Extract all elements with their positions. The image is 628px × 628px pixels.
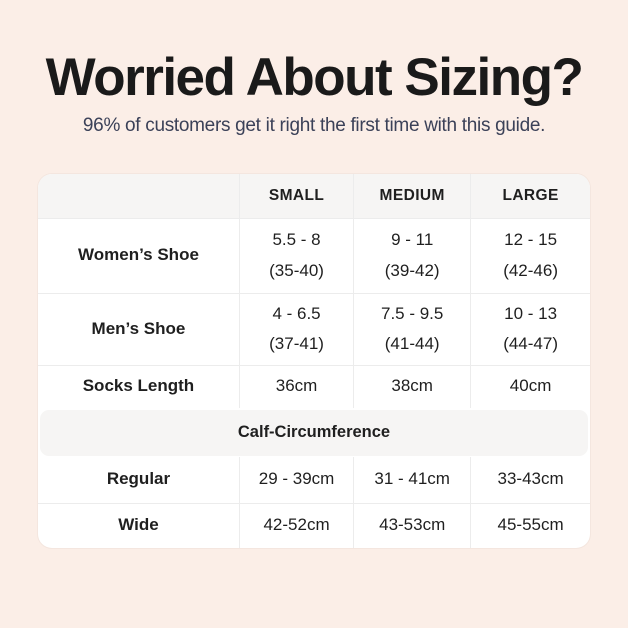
row-label-regular: Regular: [106, 469, 171, 489]
value-line: 5.5 - 8: [272, 230, 321, 250]
table-row-mens-shoe: Men’s Shoe 4 - 6.5 (37-41) 7.5 - 9.5 (41…: [38, 292, 590, 365]
table-row-socks-length: Socks Length 36cm 38cm 40cm: [38, 364, 590, 408]
row-label-socks-length: Socks Length: [82, 376, 195, 396]
table-row-womens-shoe: Women’s Shoe 5.5 - 8 (35-40) 9 - 11 (39-…: [38, 217, 590, 293]
value-line: 12 - 15: [504, 230, 558, 250]
cell-mens-large: 10 - 13 (44-47): [470, 293, 590, 365]
table-row-regular: Regular 29 - 39cm 31 - 41cm 33-43cm: [38, 456, 590, 503]
size-chart-table: SMALL MEDIUM LARGE Women’s Shoe 5.5 - 8 …: [38, 173, 590, 548]
value-line: (41-44): [384, 334, 440, 354]
value-line: (44-47): [503, 334, 558, 354]
cell-wide-small: 42-52cm: [238, 503, 353, 548]
cell-mens-small: 4 - 6.5 (37-41): [238, 293, 353, 365]
page-title: Worried About Sizing?: [45, 48, 584, 107]
cell-regular-medium: 31 - 41cm: [353, 456, 470, 503]
value-line: 7.5 - 9.5: [380, 303, 444, 323]
column-header-medium: MEDIUM: [353, 173, 470, 218]
cell-womens-small: 5.5 - 8 (35-40): [238, 218, 353, 293]
value-line: 4 - 6.5: [272, 303, 321, 323]
value-line: (39-42): [384, 260, 440, 280]
value-line: 9 - 11: [391, 230, 434, 250]
cell-regular-small: 29 - 39cm: [238, 456, 353, 503]
column-header-large: LARGE: [470, 173, 590, 218]
row-label-mens-shoe: Men’s Shoe: [91, 318, 186, 338]
cell-wide-medium: 43-53cm: [353, 503, 470, 548]
value-line: (35-40): [269, 260, 324, 280]
section-header-calf-circumference: Calf-Circumference: [40, 409, 588, 456]
cell-womens-large: 12 - 15 (42-46): [470, 218, 590, 293]
table-row-wide: Wide 42-52cm 43-53cm 45-55cm: [38, 502, 590, 548]
row-label-womens-shoe: Women’s Shoe: [78, 245, 199, 265]
value-line: 10 - 13: [504, 303, 558, 323]
row-label-wide: Wide: [118, 515, 159, 535]
header-empty-cell: [38, 174, 239, 218]
cell-socks-large: 40cm: [470, 365, 590, 408]
cell-wide-large: 45-55cm: [470, 503, 590, 548]
cell-socks-medium: 38cm: [353, 365, 470, 408]
cell-mens-medium: 7.5 - 9.5 (41-44): [353, 293, 470, 365]
value-line: (37-41): [269, 334, 324, 354]
table-header-row: SMALL MEDIUM LARGE: [38, 173, 590, 218]
cell-regular-large: 33-43cm: [470, 456, 590, 503]
cell-womens-medium: 9 - 11 (39-42): [353, 218, 470, 293]
value-line: (42-46): [503, 260, 558, 280]
cell-socks-small: 36cm: [238, 365, 353, 408]
column-header-small: SMALL: [238, 173, 353, 218]
page-subtitle: 96% of customers get it right the first …: [82, 114, 546, 136]
